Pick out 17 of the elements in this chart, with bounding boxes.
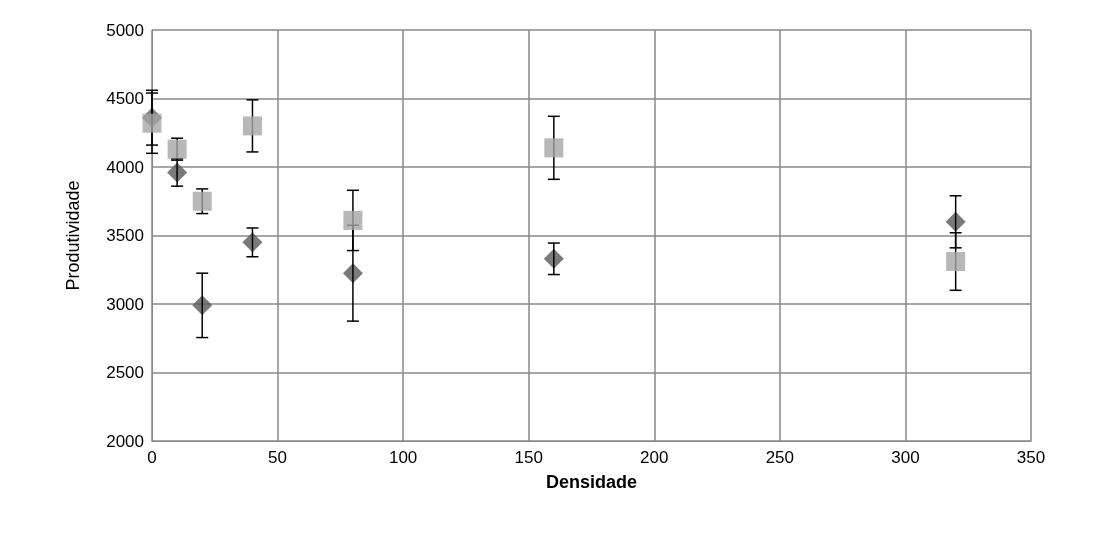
- x-tick-label: 200: [640, 448, 669, 467]
- y-tick-label: 2000: [106, 431, 144, 451]
- y-tick-label: 5000: [106, 20, 144, 40]
- y-tick-label: 3500: [106, 226, 144, 245]
- y-tick-label: 4000: [106, 157, 144, 177]
- y-tick-label: 3000: [106, 294, 144, 314]
- x-tick-label: 300: [891, 448, 920, 467]
- x-axis-title: Densidade: [545, 472, 638, 492]
- x-tick-label: 0: [147, 448, 157, 467]
- x-tick-label: 50: [268, 448, 288, 467]
- y-axis-title: Produtividade: [63, 180, 83, 291]
- x-tick-label: 250: [765, 448, 795, 467]
- y-tick-label: 2500: [106, 363, 144, 382]
- y-tick-label: 4500: [106, 89, 144, 108]
- x-tick-label: 350: [1016, 448, 1046, 467]
- x-tick-label: 150: [514, 448, 543, 467]
- x-tick-label: 100: [388, 448, 418, 467]
